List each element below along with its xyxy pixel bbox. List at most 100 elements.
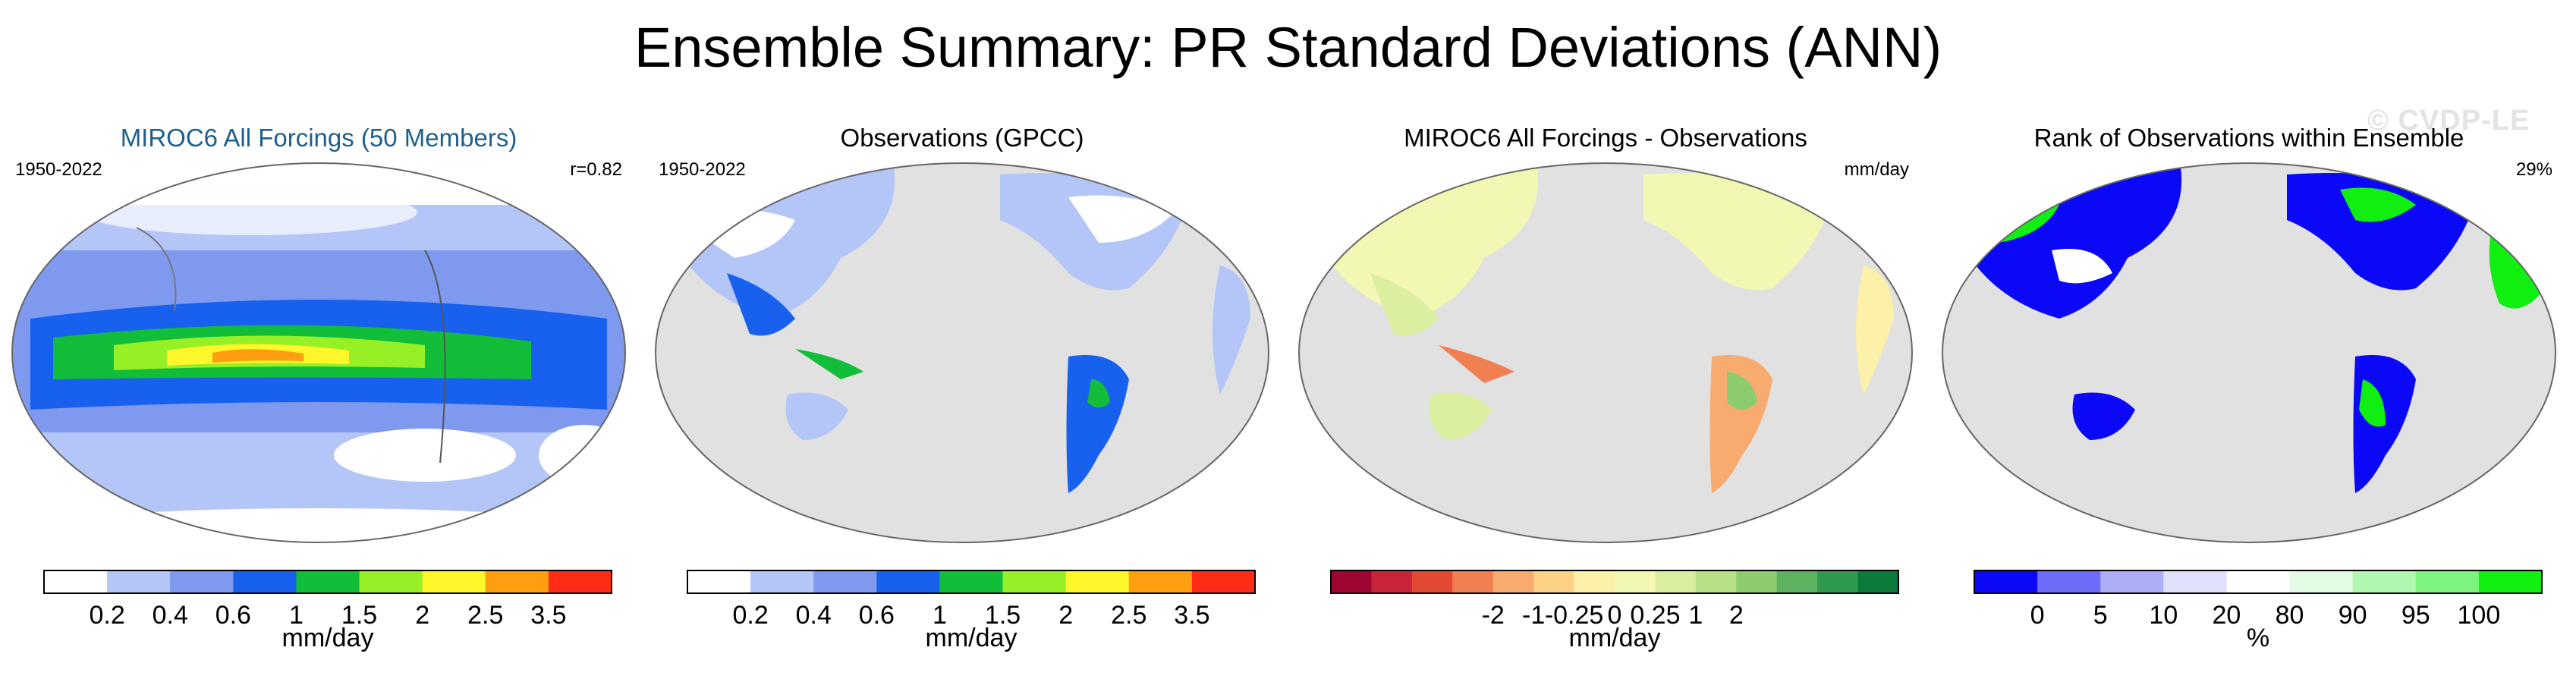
- colorbar-swatch: [2352, 570, 2417, 593]
- colorbar-tick-label: 0.2: [732, 601, 769, 630]
- watermark: © CVDP-LE: [2367, 105, 2530, 137]
- colorbar-tick-label: 2: [1728, 601, 1744, 630]
- colorbar-frame: [1330, 570, 1899, 594]
- period-label: 1950-2022: [659, 159, 746, 180]
- colorbar-swatch: [296, 570, 360, 593]
- colorbar-swatch: [1128, 570, 1193, 593]
- colorbar-swatch: [233, 570, 297, 593]
- colorbar-tick-label: -0.25: [1544, 601, 1604, 630]
- colorbar-tick-label: 2: [415, 601, 430, 630]
- map-observations: [655, 162, 1269, 543]
- colorbar-swatch: [1492, 570, 1534, 593]
- panel-title: MIROC6 All Forcings (50 Members): [120, 124, 517, 152]
- colorbar: [1330, 570, 1899, 594]
- units-label: mm/day: [1844, 159, 1909, 180]
- colorbar-tick-label: -2: [1481, 601, 1505, 630]
- colorbar-swatch: [1974, 570, 2038, 593]
- colorbar-tick-label: 0.25: [1630, 601, 1681, 630]
- colorbar-swatch: [1452, 570, 1494, 593]
- colorbar-swatch: [939, 570, 1004, 593]
- panel-observations: Observations (GPCC) 1950-2022 0.2 0.4 0.6 1…: [643, 0, 1281, 682]
- colorbar-swatch: [2037, 570, 2101, 593]
- colorbar-tick-label: 95: [2401, 601, 2430, 630]
- colorbar-tick-label: 1.5: [341, 601, 378, 630]
- colorbar-tick-label: 0.4: [152, 601, 188, 630]
- colorbar-swatch: [1817, 570, 1859, 593]
- colorbar-tick-label: 0.6: [215, 601, 251, 630]
- colorbar-swatch: [1533, 570, 1575, 593]
- colorbar-swatch: [2226, 570, 2291, 593]
- colorbar-frame: [43, 570, 612, 594]
- colorbar-swatch: [548, 570, 612, 593]
- panel-title: Rank of Observations within Ensemble: [2033, 124, 2464, 152]
- colorbar-frame: [687, 570, 1256, 594]
- percent-label: 29%: [2515, 159, 2552, 180]
- panel-rank: Rank of Observations within Ensemble 29%…: [1930, 0, 2568, 682]
- colorbar-tick-label: 0.4: [795, 601, 832, 630]
- colorbar-swatch: [170, 570, 234, 593]
- period-label: 1950-2022: [15, 159, 102, 180]
- colorbar-tick-label: 1: [1688, 601, 1703, 630]
- colorbar-tick-label: 3.5: [530, 601, 567, 630]
- colorbar-swatch: [2100, 570, 2164, 593]
- colorbar-swatch: [687, 570, 751, 593]
- colorbar-unit: %: [2246, 624, 2270, 652]
- map-ensemble: [11, 162, 626, 543]
- colorbar-swatch: [2163, 570, 2227, 593]
- correlation-label: r=0.82: [570, 159, 622, 180]
- colorbar-swatch: [1065, 570, 1130, 593]
- colorbar-swatch: [485, 570, 549, 593]
- colorbar-tick-label: 2: [1058, 601, 1074, 630]
- map-rank: [1942, 162, 2556, 543]
- colorbar-tick-label: 80: [2275, 601, 2304, 630]
- colorbar-tick-label: 100: [2457, 601, 2501, 630]
- colorbar-swatch: [1776, 570, 1818, 593]
- colorbar-swatch: [2289, 570, 2354, 593]
- colorbar-tick-label: 0: [1607, 601, 1622, 630]
- panel-title: Observations (GPCC): [840, 124, 1084, 152]
- colorbar-frame: [1974, 570, 2543, 594]
- colorbar-tick-label: 2.5: [467, 601, 504, 630]
- colorbar: [1974, 570, 2543, 594]
- colorbar-swatch: [2415, 570, 2480, 593]
- colorbar-tick-label: 2.5: [1111, 601, 1147, 630]
- panel-title: MIROC6 All Forcings - Observations: [1404, 124, 1807, 152]
- colorbar-swatch: [1615, 570, 1656, 593]
- colorbar-tick-label: 5: [2093, 601, 2108, 630]
- colorbar-tick-label: 20: [2212, 601, 2241, 630]
- colorbar-swatch: [1574, 570, 1615, 593]
- colorbar-swatch: [1371, 570, 1413, 593]
- colorbar-swatch: [1191, 570, 1256, 593]
- map-difference: [1298, 162, 1913, 543]
- colorbar-swatch: [1002, 570, 1067, 593]
- colorbar-swatch: [359, 570, 423, 593]
- colorbar-swatch: [1655, 570, 1697, 593]
- colorbar-swatch: [876, 570, 940, 593]
- colorbar-swatch: [422, 570, 486, 593]
- colorbar-unit: mm/day: [925, 624, 1018, 652]
- colorbar-tick-label: 0.6: [858, 601, 895, 630]
- colorbar-tick-label: 1: [932, 601, 947, 630]
- colorbar-tick-label: 0.2: [89, 601, 125, 630]
- colorbar-swatch: [107, 570, 171, 593]
- colorbar-swatch: [1331, 570, 1372, 593]
- figure-title: Ensemble Summary: PR Standard Deviations…: [634, 16, 1942, 79]
- colorbar-swatch: [2478, 570, 2543, 593]
- colorbar-swatch: [1411, 570, 1453, 593]
- colorbar-unit: mm/day: [1568, 624, 1661, 652]
- colorbar-tick-label: 10: [2149, 601, 2178, 630]
- colorbar: [687, 570, 1256, 594]
- panel-difference: MIROC6 All Forcings - Observations mm/da…: [1287, 0, 1924, 682]
- colorbar-swatch: [44, 570, 108, 593]
- colorbar-swatch: [813, 570, 877, 593]
- colorbar-swatch: [750, 570, 814, 593]
- colorbar-unit: mm/day: [282, 624, 374, 652]
- colorbar-swatch: [1736, 570, 1778, 593]
- colorbar-swatch: [1857, 570, 1899, 593]
- colorbar-tick-label: 1.5: [984, 601, 1021, 630]
- colorbar-tick-label: 0: [2030, 601, 2045, 630]
- colorbar-tick-label: 3.5: [1174, 601, 1210, 630]
- colorbar-tick-label: -1: [1522, 601, 1546, 630]
- colorbar-tick-label: 90: [2338, 601, 2367, 630]
- panel-ensemble: MIROC6 All Forcings (50 Members) 1950-20…: [0, 0, 637, 682]
